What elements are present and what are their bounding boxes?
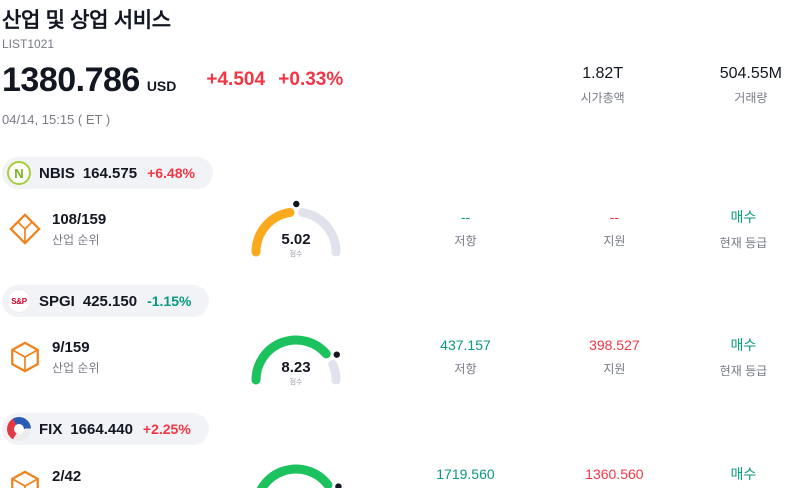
resistance-value: 1719.560	[436, 466, 495, 482]
rating-label: 현재 등급	[719, 364, 768, 378]
stock-price: 1664.440	[70, 420, 133, 438]
support-value: --	[609, 209, 620, 225]
resistance-col: 1719.560 저항	[391, 466, 540, 488]
resistance-label: 저항	[454, 234, 477, 248]
rating-value: 매수	[730, 209, 757, 225]
price-main: 1380.786 USD	[2, 63, 176, 97]
ticker: FIX	[39, 420, 63, 438]
market-cap-stat: 1.82T 시가총액	[581, 65, 625, 106]
page-title: 산업 및 상업 서비스	[2, 9, 171, 32]
stock-change: +6.48%	[147, 165, 195, 181]
stock-price: 425.150	[82, 292, 138, 310]
support-col: -- 지원	[540, 209, 689, 249]
stock-chip-nbis[interactable]: N NBIS 164.575 +6.48%	[2, 157, 213, 189]
resistance-value: --	[460, 209, 471, 225]
list-id: LIST1021	[2, 37, 55, 51]
support-label: 지원	[603, 362, 626, 376]
score-gauge: 5.02 점수	[241, 197, 351, 261]
gauge-score-label: 점수	[289, 379, 303, 386]
rating-col: 매수 현재 등급	[689, 464, 798, 488]
gauge-arc	[251, 200, 341, 257]
rating-label: 현재 등급	[719, 236, 768, 250]
stock-section-spgi: S&P SPGI 425.150 -1.15% 9/159 산업 순위 8.23…	[2, 285, 798, 389]
gauge-arc	[251, 335, 341, 385]
support-col: 398.527 지원	[540, 337, 689, 377]
industry-icon	[9, 213, 41, 245]
rank-value: 108/159	[52, 210, 107, 228]
stock-change: -1.15%	[147, 293, 192, 309]
datetime: 04/14, 15:15 ( ET )	[2, 112, 111, 127]
gauge-score: 8.23	[281, 359, 311, 376]
resistance-value: 437.157	[440, 337, 491, 353]
rank-value: 2/42	[52, 467, 82, 485]
nbis-logo-icon: N	[7, 161, 31, 185]
main-change: +4.504 +0.33%	[206, 69, 344, 90]
volume-label: 거래량	[734, 91, 768, 105]
currency-label: USD	[146, 78, 177, 94]
volume-stat: 504.55M 거래량	[720, 65, 782, 106]
fix-logo-icon	[7, 417, 31, 441]
gauge-arc	[256, 464, 342, 488]
gauge-score-label: 점수	[289, 251, 303, 258]
resistance-col: 437.157 저항	[391, 337, 540, 377]
rating-col: 매수 현재 등급	[689, 335, 798, 379]
stock-price: 164.575	[82, 164, 138, 182]
volume-value: 504.55M	[719, 65, 782, 82]
resistance-label: 저항	[454, 362, 477, 376]
stock-row: 9/159 산업 순위 8.23 점수 437.157 저항 398.527 지…	[2, 325, 798, 389]
score-gauge: 8.45 점수	[241, 454, 351, 488]
main-price: 1380.786	[2, 61, 140, 99]
rank-label: 산업 순위	[52, 232, 100, 247]
rank-value: 9/159	[52, 338, 90, 356]
stock-row: 108/159 산업 순위 5.02 점수 -- 저항 -- 지원 매수 현재 …	[2, 197, 798, 261]
stock-row: 2/42 산업 순위 8.45 점수 1719.560 저항 1360.560 …	[2, 454, 798, 488]
market-cap-value: 1.82T	[582, 65, 624, 82]
gauge-score: 5.02	[281, 231, 311, 248]
industry-rank: 108/159 산업 순위	[52, 211, 181, 248]
stock-section-fix: FIX 1664.440 +2.25% 2/42 산업 순위 8.45 점수 1…	[2, 413, 798, 488]
stock-change: +2.25%	[142, 421, 191, 437]
stock-chip-spgi[interactable]: S&P SPGI 425.150 -1.15%	[2, 285, 210, 317]
ticker: NBIS	[39, 164, 75, 182]
industry-rank: 9/159 산업 순위	[52, 339, 181, 376]
industry-icon	[11, 341, 39, 373]
rank-label: 산업 순위	[52, 360, 100, 375]
stock-chip-fix[interactable]: FIX 1664.440 +2.25%	[2, 413, 209, 445]
spgi-logo-icon: S&P	[7, 289, 31, 313]
stock-section-nbis: N NBIS 164.575 +6.48% 108/159 산업 순위 5.02…	[2, 157, 798, 261]
support-value: 1360.560	[585, 466, 644, 482]
score-gauge: 8.23 점수	[241, 325, 351, 389]
price-row: 1380.786 USD +4.504 +0.33% 1.82T 시가총액 50…	[2, 63, 798, 106]
rating-value: 매수	[730, 466, 757, 482]
support-col: 1360.560 지원	[540, 466, 689, 488]
industry-rank: 2/42 산업 순위	[52, 468, 181, 488]
header-stats: 1.82T 시가총액 504.55M 거래량	[581, 65, 798, 106]
market-cap-label: 시가총액	[580, 91, 625, 105]
support-label: 지원	[603, 234, 626, 248]
support-value: 398.527	[589, 337, 640, 353]
resistance-col: -- 저항	[391, 209, 540, 249]
rating-col: 매수 현재 등급	[689, 207, 798, 251]
rating-value: 매수	[730, 337, 757, 353]
ticker: SPGI	[39, 292, 75, 310]
industry-icon	[11, 470, 39, 488]
